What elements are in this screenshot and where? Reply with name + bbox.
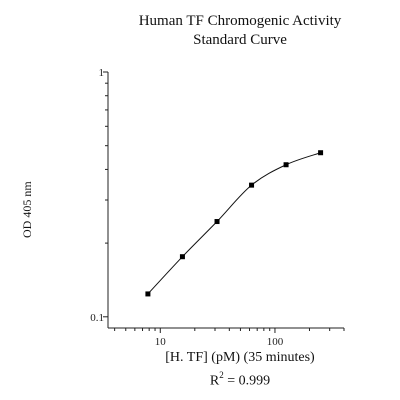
data-point (249, 182, 255, 188)
data-point (145, 291, 151, 297)
x-tick-label: 10 (155, 336, 167, 348)
data-points (145, 150, 324, 297)
x-axis-label: [H. TF] (pM) (35 minutes) (165, 350, 315, 365)
chart-title: Human TF Chromogenic Activity (138, 13, 342, 29)
x-tick-label: 100 (267, 336, 284, 348)
axes (107, 72, 344, 329)
data-point (179, 254, 185, 260)
r-squared-annotation: R2 = 0.999 (209, 370, 271, 389)
data-point (214, 219, 220, 225)
data-point (318, 150, 324, 156)
ticks: 10 100 0.1 1 (90, 67, 345, 348)
y-tick-label: 0.1 (90, 312, 104, 324)
fit-curve (147, 152, 321, 295)
data-point (283, 162, 289, 168)
y-tick-label: 1 (99, 67, 105, 79)
chart-subtitle: Standard Curve (193, 32, 287, 48)
